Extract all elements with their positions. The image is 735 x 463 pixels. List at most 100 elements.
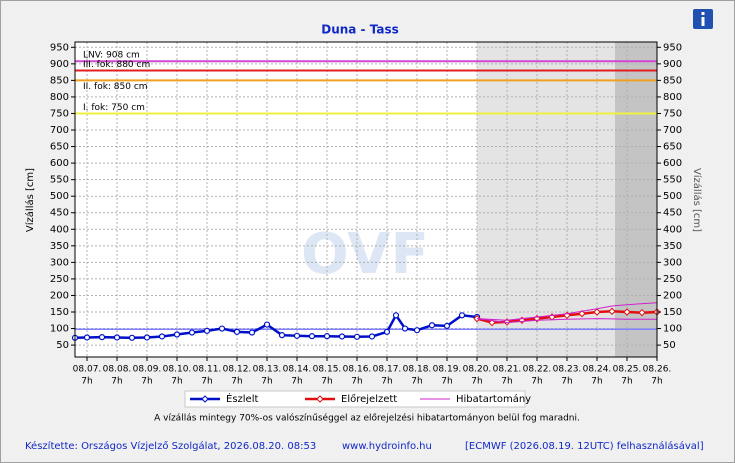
y-tick-label: 850 (50, 75, 69, 86)
x-tick-label: 08.11. (193, 365, 222, 375)
y-tick-label: 200 (50, 290, 69, 301)
point (593, 308, 601, 316)
y-tick-label: 150 (50, 307, 69, 318)
x-tick-hour: 7h (201, 377, 212, 387)
x-tick-hour: 7h (591, 377, 602, 387)
x-tick-label: 08.09. (133, 365, 162, 375)
legend-label: Előrejelzett (341, 393, 397, 405)
x-tick-hour: 7h (621, 377, 632, 387)
note: A vízállás mintegy 70%-os valószínűségge… (154, 413, 580, 424)
point (113, 334, 121, 341)
x-tick-hour: 7h (381, 377, 392, 387)
y-tick-label: 100 (50, 324, 69, 335)
y-tick-label: 400 (50, 224, 69, 235)
x-tick-hour: 7h (411, 377, 422, 387)
point (458, 312, 466, 319)
y2-tick-label: 300 (663, 257, 682, 268)
y2-tick-label: 950 (663, 42, 682, 53)
footer-author: Készítette: Országos Vízjelző Szolgálat,… (25, 440, 316, 452)
y-tick-label: 600 (50, 158, 69, 169)
point (143, 334, 151, 341)
point (428, 322, 436, 329)
point (338, 333, 346, 340)
plot-border (74, 41, 658, 358)
legend-label: Észlelt (226, 392, 258, 405)
point (128, 334, 136, 341)
x-tick-label: 08.17. (373, 365, 402, 375)
point (203, 327, 211, 334)
point (413, 327, 421, 334)
y2-tick-label: 600 (663, 158, 682, 169)
x-tick-hour: 7h (651, 377, 662, 387)
threshold-label: LNV: 908 cm (83, 51, 140, 61)
y2-tick-label: 50 (663, 340, 676, 351)
x-tick-label: 08.10. (163, 365, 192, 375)
y2-tick-label: 800 (663, 92, 682, 103)
x-tick-hour: 7h (111, 377, 122, 387)
y-tick-label: 300 (50, 257, 69, 268)
threshold-label: II. fok: 850 cm (83, 82, 148, 92)
x-tick-label: 08.25. (613, 365, 642, 375)
info-icon[interactable] (693, 9, 713, 29)
series-line (476, 318, 657, 324)
y2-tick-label: 400 (663, 224, 682, 235)
point (158, 333, 166, 340)
footer-source: [ECMWF (2026.08.19. 12UTC) felhasználásá… (465, 440, 704, 452)
x-tick-label: 08.23. (553, 365, 582, 375)
y-tick-label: 550 (50, 175, 69, 186)
y2-axis-title: Vízállás [cm] (691, 168, 703, 232)
x-tick-label: 08.20. (463, 365, 492, 375)
y2-tick-label: 200 (663, 290, 682, 301)
x-tick-label: 08.16. (343, 365, 372, 375)
point (323, 333, 331, 340)
chart-title: Duna - Tass (321, 23, 399, 37)
point (83, 334, 91, 341)
y2-tick-label: 850 (663, 75, 682, 86)
x-tick-label: 08.07. (73, 365, 102, 375)
point (218, 325, 226, 332)
x-tick-label: 08.19. (433, 365, 462, 375)
point (392, 312, 400, 319)
point (248, 329, 256, 336)
info-dot (701, 12, 705, 15)
point (443, 322, 451, 329)
y-tick-label: 900 (50, 59, 69, 70)
y2-tick-label: 500 (663, 191, 682, 202)
x-tick-hour: 7h (471, 377, 482, 387)
legend-marker (201, 395, 209, 403)
point (308, 333, 316, 340)
x-tick-label: 08.15. (313, 365, 342, 375)
point (293, 332, 301, 339)
point (188, 329, 196, 336)
x-tick-hour: 7h (141, 377, 152, 387)
y2-tick-label: 700 (663, 125, 682, 136)
y-axis-title: Vízállás [cm] (24, 168, 36, 232)
y2-tick-label: 900 (663, 59, 682, 70)
x-tick-hour: 7h (231, 377, 242, 387)
y-tick-label: 350 (50, 241, 69, 252)
y2-tick-label: 250 (663, 274, 682, 285)
y-tick-label: 650 (50, 142, 69, 153)
point (608, 307, 616, 316)
point (98, 334, 106, 341)
y-tick-label: 500 (50, 191, 69, 202)
point (401, 325, 409, 332)
point (278, 332, 286, 339)
x-tick-label: 08.13. (253, 365, 282, 375)
y2-tick-label: 150 (663, 307, 682, 318)
y-tick-label: 250 (50, 274, 69, 285)
x-tick-label: 08.08. (103, 365, 132, 375)
y2-tick-label: 350 (663, 241, 682, 252)
y2-tick-label: 100 (663, 324, 682, 335)
legend-marker (316, 395, 324, 403)
y-tick-label: 450 (50, 208, 69, 219)
y-tick-label: 50 (56, 340, 69, 351)
y-tick-label: 800 (50, 92, 69, 103)
y-tick-label: 750 (50, 108, 69, 119)
watermark: OVF (301, 222, 429, 287)
point (263, 321, 271, 328)
x-tick-hour: 7h (351, 377, 362, 387)
y-tick-label: 950 (50, 42, 69, 53)
